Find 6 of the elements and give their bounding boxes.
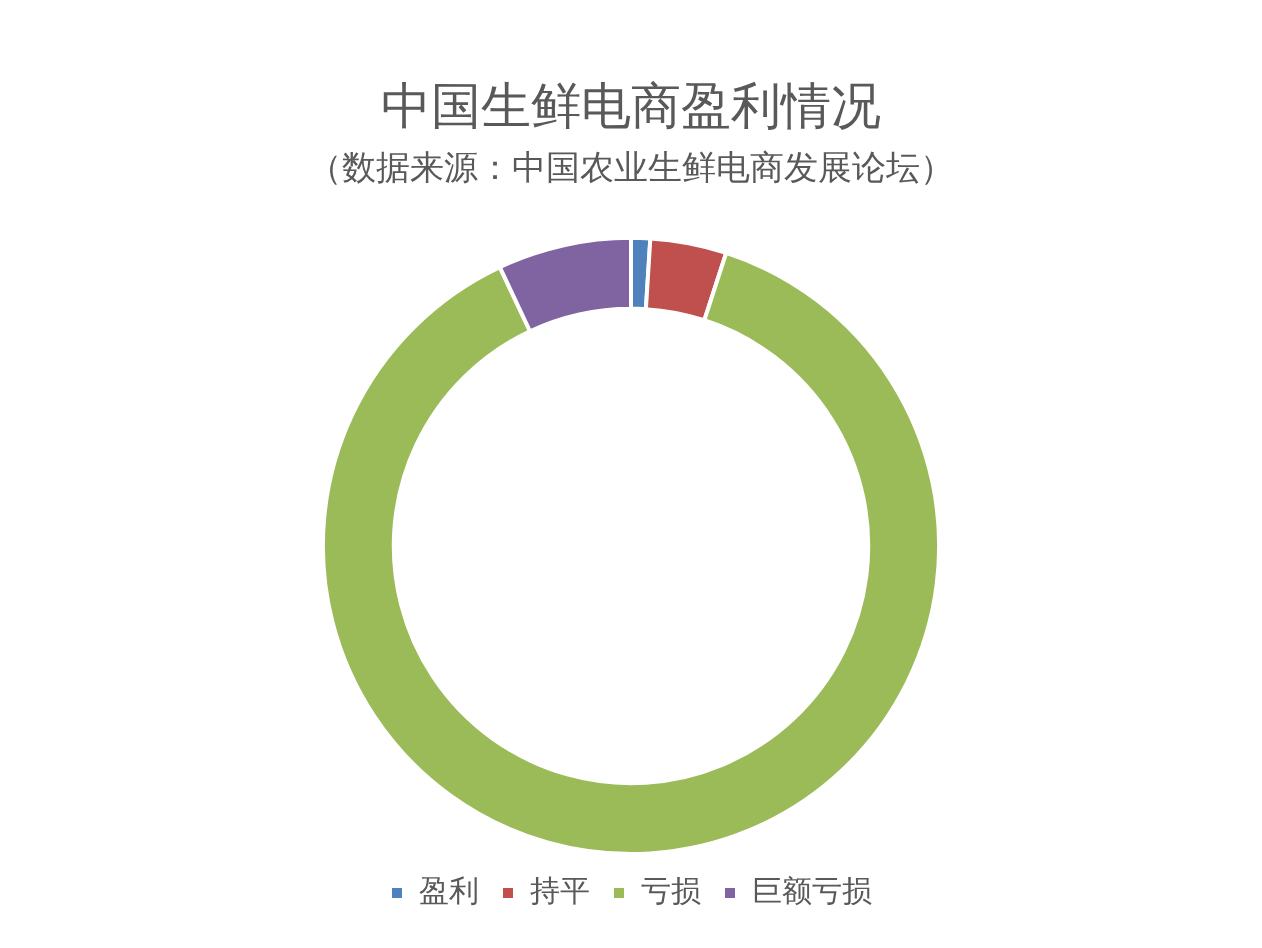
legend-label: 亏损	[641, 872, 701, 908]
chart-subtitle: （数据来源：中国农业生鲜电商发展论坛）	[308, 147, 954, 188]
legend-label: 盈利	[419, 872, 479, 908]
legend-label: 巨额亏损	[752, 872, 872, 908]
legend-label: 持平	[530, 872, 590, 908]
chart-title: 中国生鲜电商盈利情况	[381, 76, 881, 135]
